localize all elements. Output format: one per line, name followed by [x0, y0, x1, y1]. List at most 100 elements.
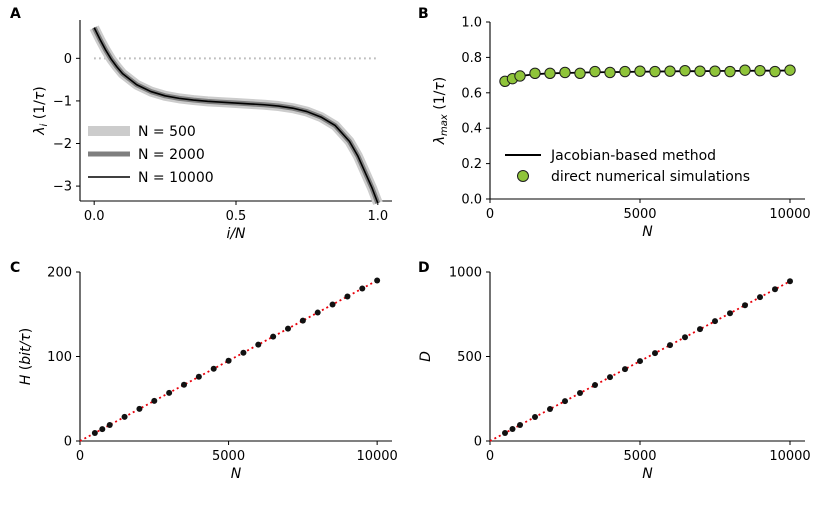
data-point — [344, 293, 351, 300]
y-axis-label-part: bit/τ — [18, 333, 34, 365]
simulation-point — [574, 67, 586, 80]
data-point — [106, 421, 113, 428]
data-point — [509, 426, 516, 433]
simulation-point — [619, 65, 631, 78]
data-point — [502, 430, 508, 437]
simulation-point — [634, 65, 646, 77]
y-axis-label-part: max — [439, 114, 450, 136]
y-axis-label-part: λ — [32, 126, 48, 135]
x-tick-label-b: 10000 — [769, 207, 810, 222]
x-axis-label-d: N — [642, 466, 653, 482]
legend-label: N = 2000 — [138, 147, 205, 163]
simulation-point — [529, 67, 541, 80]
x-axis-label-b: N — [642, 224, 653, 240]
simulation-point — [649, 65, 661, 78]
data-point — [285, 325, 291, 332]
y-tick-label-a: −3 — [53, 180, 72, 195]
simulation-point — [544, 67, 556, 80]
data-point — [91, 429, 98, 436]
y-axis-label-part: (1/ — [432, 90, 448, 114]
data-point — [181, 381, 187, 388]
y-axis-label-part: H — [18, 374, 34, 385]
y-tick-label-b: 0.2 — [461, 157, 482, 172]
y-tick-label-a: 0 — [64, 52, 72, 67]
data-point — [299, 317, 306, 324]
simulation-point — [739, 64, 751, 76]
y-axis-label-c: H (bit/τ) — [18, 328, 34, 385]
legend-label: N = 10000 — [138, 170, 214, 186]
legend-label: Jacobian-based method — [550, 148, 716, 164]
data-point — [517, 421, 523, 428]
panel-label-b: B — [418, 6, 429, 22]
y-axis-label-a: λi (1/τ) — [32, 86, 50, 136]
y-tick-label-c: 0 — [64, 435, 72, 450]
data-point — [622, 366, 628, 373]
y-axis-label-part: λ — [432, 136, 448, 145]
simulation-point — [709, 65, 721, 77]
data-point — [270, 333, 277, 340]
simulation-point — [604, 66, 616, 79]
legend-label: N = 500 — [138, 124, 196, 140]
x-tick-label-c: 5000 — [212, 449, 245, 464]
data-point — [225, 357, 232, 364]
data-point — [210, 365, 217, 372]
x-tick-label-c: 10000 — [356, 449, 397, 464]
data-point — [151, 397, 158, 404]
simulation-point — [784, 64, 796, 76]
fit-line — [489, 280, 791, 442]
panel-label-a: A — [10, 6, 21, 22]
data-point — [727, 310, 733, 317]
data-point — [607, 374, 613, 381]
x-tick-label-d: 0 — [486, 449, 494, 464]
simulation-point — [694, 65, 706, 77]
x-tick-label-a: 0.5 — [226, 209, 247, 224]
x-axis-label-a: i/N — [226, 226, 246, 242]
data-point — [772, 286, 778, 293]
simulation-point — [754, 64, 766, 77]
data-point — [166, 389, 173, 396]
x-tick-label-a: 0.0 — [84, 209, 105, 224]
y-tick-label-a: −1 — [53, 94, 72, 109]
simulation-point — [769, 65, 781, 78]
data-point — [742, 302, 748, 309]
data-point — [592, 382, 598, 389]
y-axis-label-d: D — [418, 351, 434, 362]
simulation-point — [664, 65, 676, 77]
data-point — [532, 414, 538, 421]
simulation-point — [679, 64, 691, 77]
data-point — [329, 301, 336, 308]
data-point — [697, 326, 703, 333]
data-point — [712, 318, 718, 325]
y-axis-label-b: λmax (1/τ) — [432, 77, 450, 146]
y-tick-label-d: 0 — [474, 435, 482, 450]
y-axis-label-part: ) — [32, 86, 48, 91]
data-point — [637, 358, 643, 365]
data-point — [547, 406, 553, 413]
x-tick-label-d: 10000 — [769, 449, 810, 464]
y-axis-label-part: (1/ — [32, 100, 48, 124]
legend-label: direct numerical simulations — [551, 169, 750, 185]
y-axis-label-part: D — [418, 351, 434, 362]
data-point — [787, 278, 793, 285]
y-axis-label-part: τ — [432, 82, 448, 91]
simulation-point — [514, 70, 526, 82]
y-tick-label-d: 500 — [457, 350, 482, 365]
chart-panel-a: 0.0 0.5 1.0 0 −1 −2 −3 i/N N = 500 N = 2000 N = 10… — [32, 20, 392, 242]
series-line-2000 — [91, 26, 381, 205]
data-point — [667, 342, 673, 349]
data-point — [577, 390, 583, 397]
y-tick-label-b: 1.0 — [461, 16, 482, 31]
panel-label-c: C — [10, 260, 20, 276]
y-tick-label-b: 0.6 — [461, 86, 482, 101]
y-tick-label-a: −2 — [53, 137, 72, 152]
x-tick-label-c: 0 — [76, 449, 84, 464]
y-tick-label-b: 0.0 — [461, 193, 482, 208]
x-axis-label-c: N — [231, 466, 242, 482]
x-tick-label-b: 0 — [486, 207, 494, 222]
data-point — [136, 405, 143, 412]
panel-label-d: D — [418, 260, 430, 276]
y-tick-label-d: 1000 — [449, 266, 482, 281]
simulation-point — [589, 65, 601, 78]
chart-panel-d: 0 5000 10000 0 500 1000 N D — [418, 266, 811, 483]
